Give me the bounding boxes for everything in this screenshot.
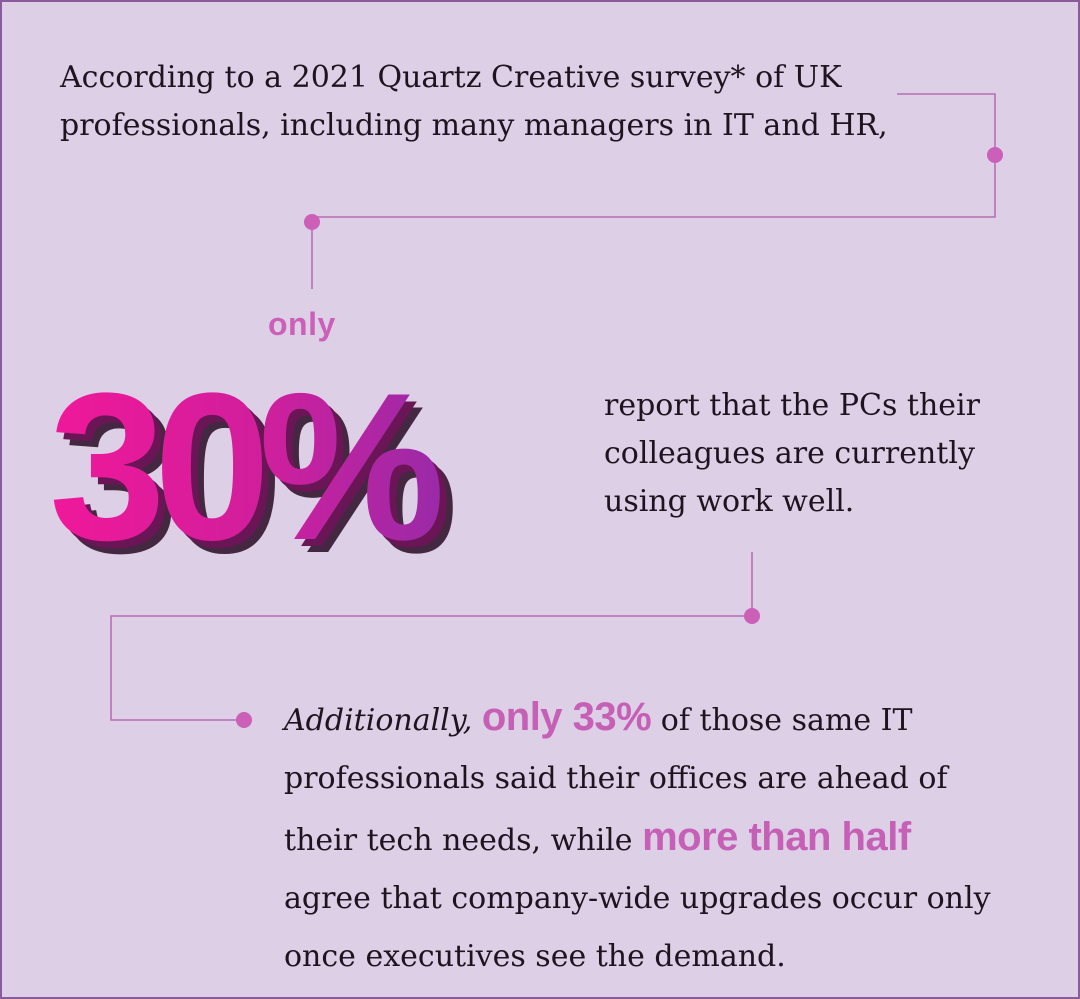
connector-dot <box>987 147 1003 163</box>
additional-text: their tech needs, while <box>284 823 643 858</box>
connector-dot <box>744 608 760 624</box>
additional-lead: Additionally, <box>284 703 473 738</box>
svg-text:30%: 30% <box>49 349 441 584</box>
connector-line-top <box>311 93 996 289</box>
additional-text: agree that company-wide upgrades occur o… <box>284 881 991 916</box>
additional-text: professionals said their offices are ahe… <box>284 761 948 796</box>
svg-text:30%: 30% <box>62 362 454 597</box>
stat-description: report that the PCs their colleagues are… <box>604 382 1024 526</box>
connector-dot <box>304 214 320 230</box>
svg-text:30%: 30% <box>56 356 448 591</box>
stat-prefix: only <box>268 306 336 342</box>
highlight-only-33: only 33% <box>481 695 652 739</box>
intro-paragraph: According to a 2021 Quartz Creative surv… <box>60 54 960 150</box>
additional-paragraph: Additionally, only 33% of those same IT … <box>284 688 1044 986</box>
stat-description-line: report that the PCs their <box>604 388 980 423</box>
connector-line-bottom <box>110 552 753 721</box>
intro-line: professionals, including many managers i… <box>60 108 888 143</box>
connector-dot <box>236 712 252 728</box>
additional-text: of those same IT <box>651 703 913 738</box>
intro-line: According to a 2021 Quartz Creative surv… <box>60 60 842 95</box>
big-stat-number: 30% 30% 30% <box>49 349 466 597</box>
highlight-more-than-half: more than half <box>642 815 911 859</box>
stat-description-line: using work well. <box>604 484 855 519</box>
additional-text: once executives see the demand. <box>284 939 786 974</box>
stat-description-line: colleagues are currently <box>604 436 975 471</box>
